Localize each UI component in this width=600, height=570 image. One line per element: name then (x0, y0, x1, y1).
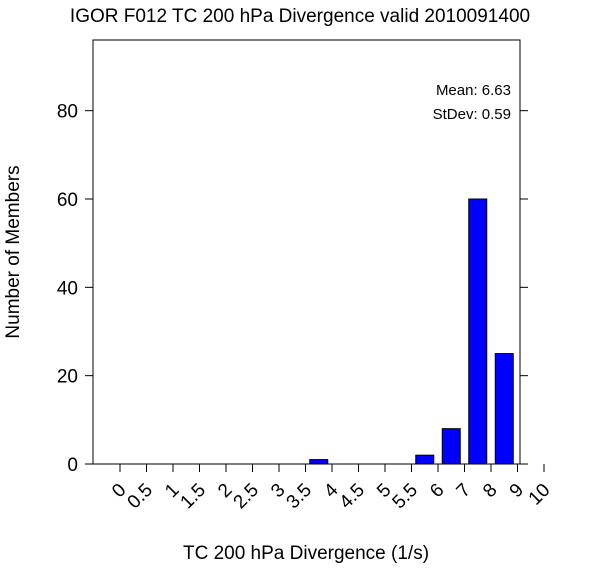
y-tick-label: 40 (57, 278, 78, 299)
y-axis-label: Number of Members (3, 165, 24, 338)
x-tick-label: 10 (525, 480, 555, 510)
x-tick-label: 1.5 (177, 480, 211, 514)
x-tick-label: 6 (426, 480, 448, 502)
x-tick-label: 0.5 (124, 480, 158, 514)
x-tick-label: 2.5 (230, 480, 264, 514)
x-tick-label: 7 (453, 480, 475, 502)
plot-frame (92, 39, 521, 465)
x-tick-label: 4.5 (336, 480, 370, 514)
chart-title: IGOR F012 TC 200 hPa Divergence valid 20… (70, 6, 530, 27)
y-tick-label: 0 (67, 455, 78, 476)
histogram-bar (494, 353, 514, 465)
x-axis-label: TC 200 hPa Divergence (1/s) (183, 543, 429, 564)
x-tick-label: 3.5 (283, 480, 317, 514)
histogram-bar (441, 428, 461, 465)
x-tick-label: 8 (479, 480, 501, 502)
stdev-label: StDev: 0.59 (433, 106, 511, 123)
histogram-bar (468, 198, 488, 465)
histogram-bar (415, 454, 435, 465)
y-tick-label: 20 (57, 367, 78, 388)
mean-label: Mean: 6.63 (436, 82, 511, 99)
histogram-bar (309, 459, 329, 465)
x-tick-label: 5.5 (389, 480, 423, 514)
x-tick-label: 9 (506, 480, 528, 502)
y-axis: 0 20 40 60 80 (57, 102, 528, 476)
x-axis: 00.5 11.5 22.5 33.5 44.5 55.5 6 7 8 910 (108, 464, 555, 514)
y-tick-label: 60 (57, 190, 78, 211)
y-tick-label: 80 (57, 102, 78, 123)
bar-series (309, 198, 514, 465)
